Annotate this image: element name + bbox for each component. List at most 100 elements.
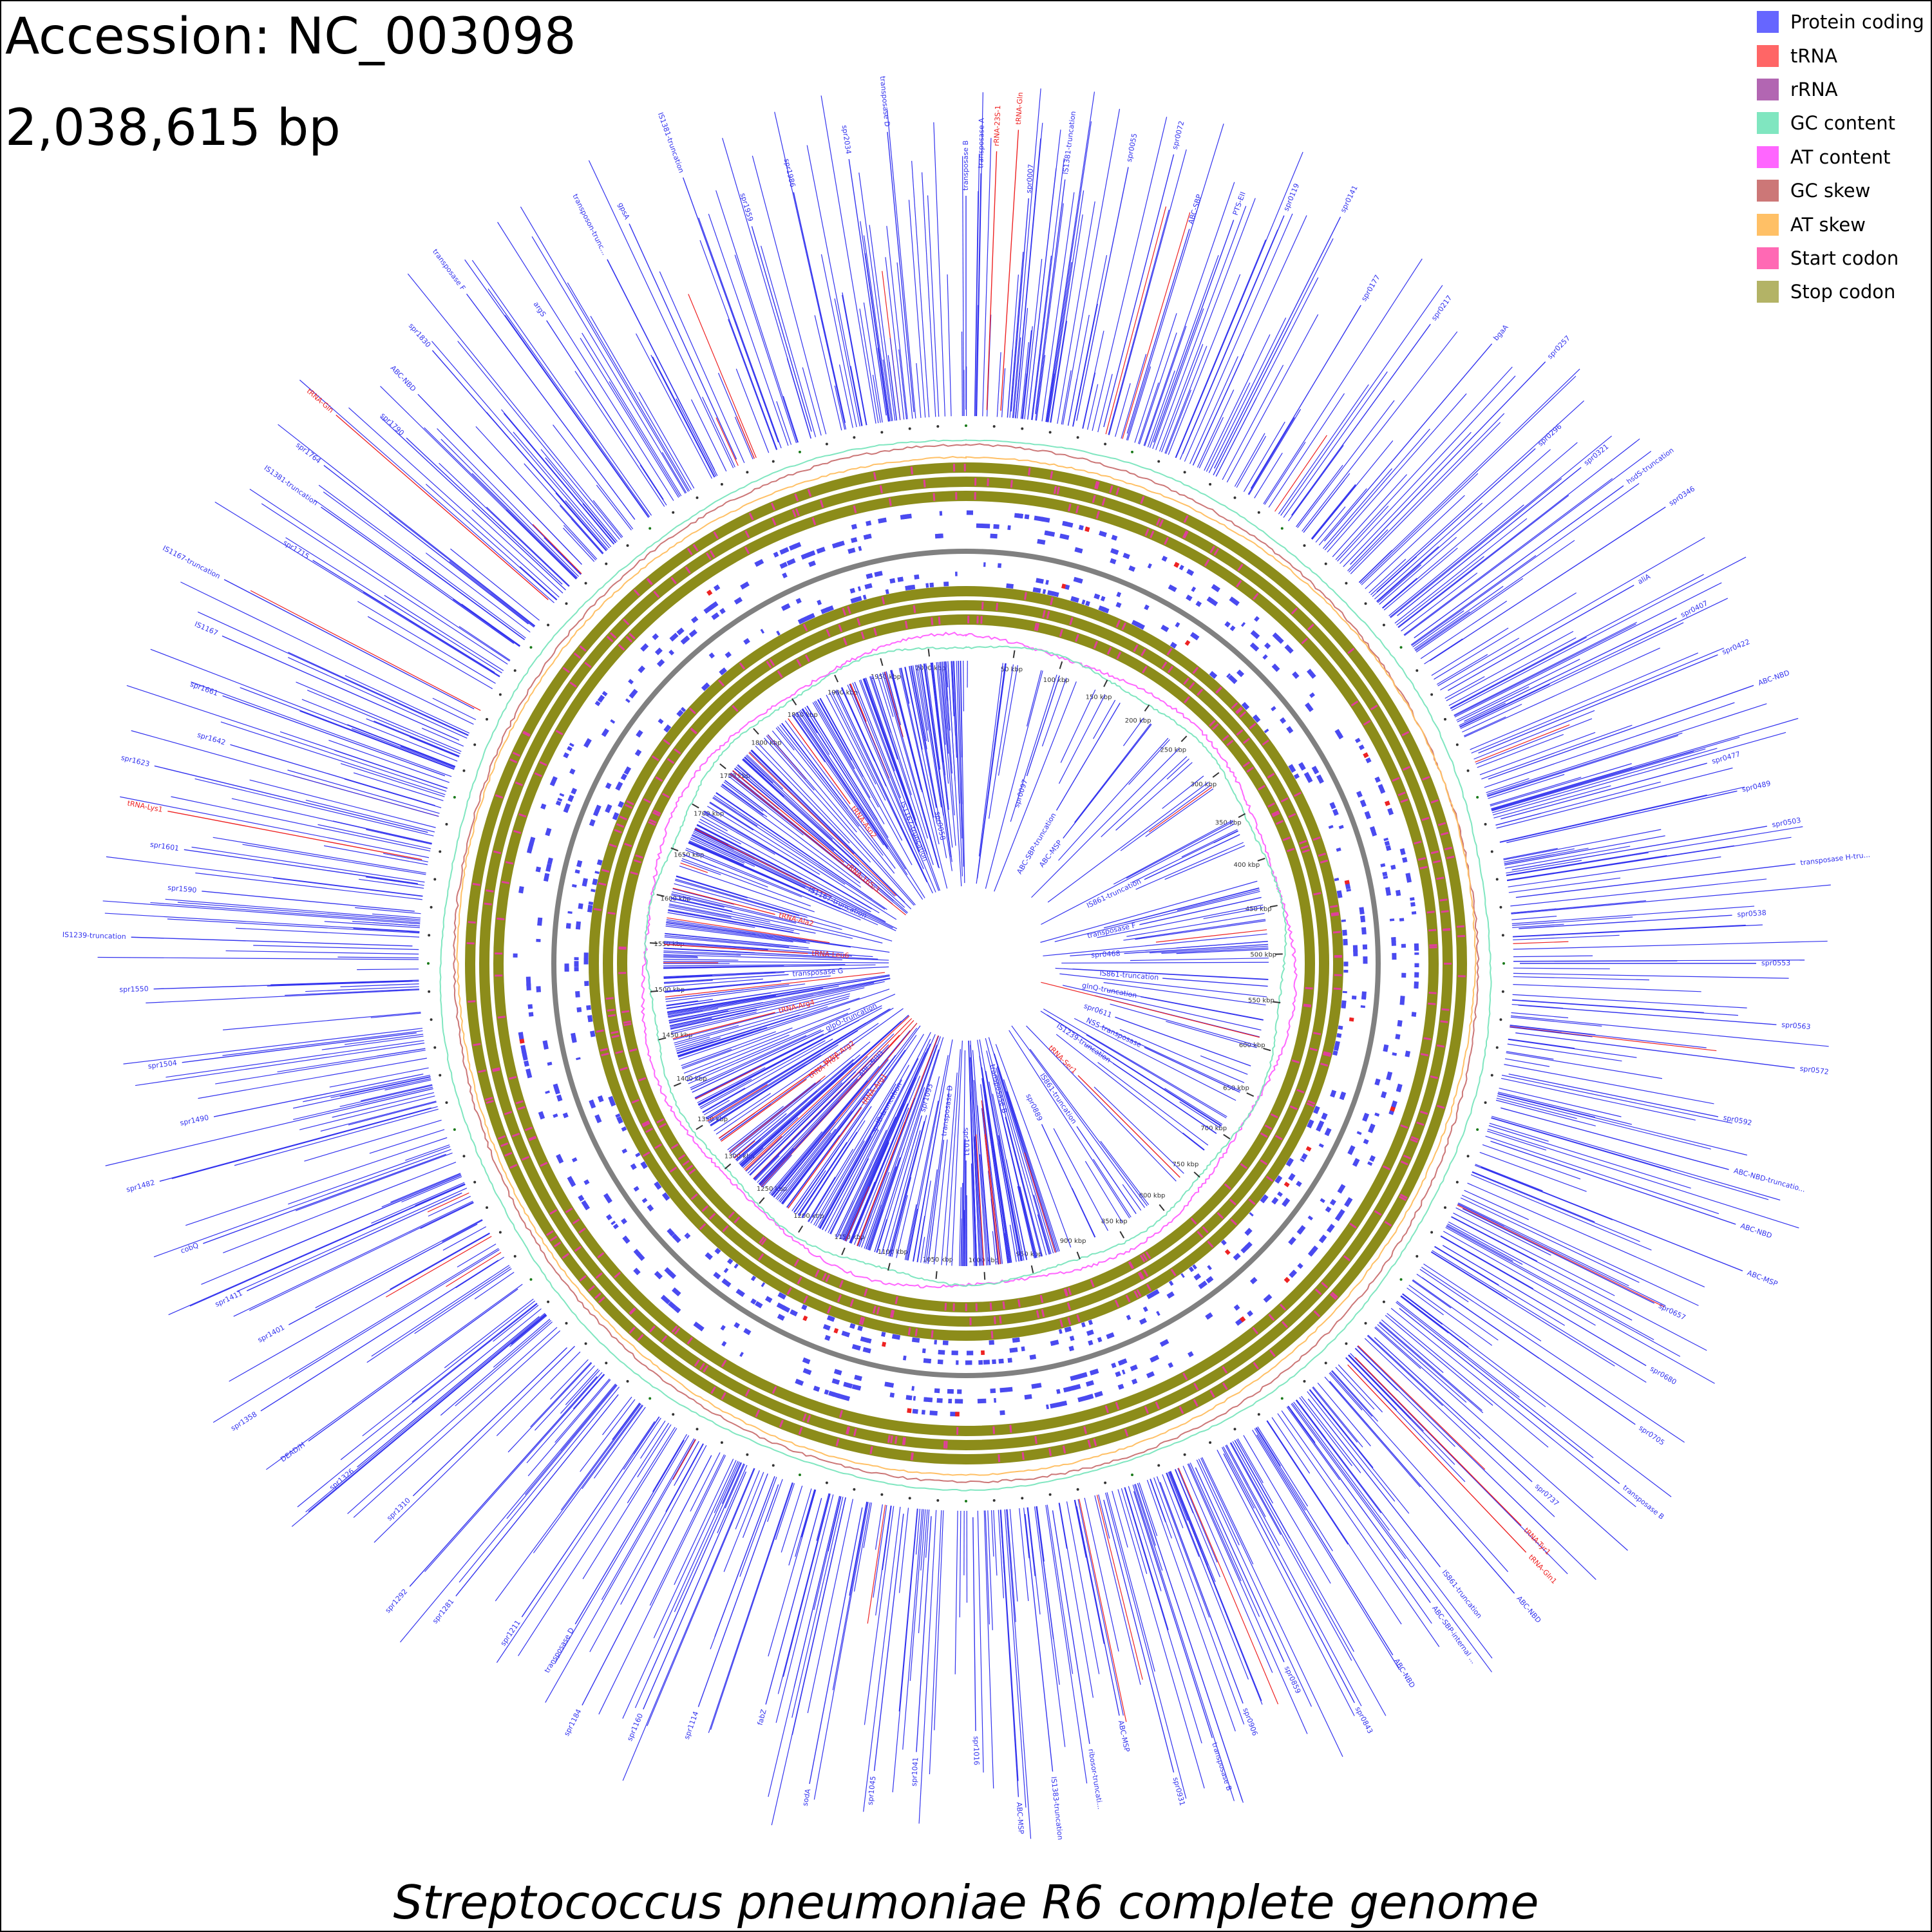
inner-gene-leader — [667, 987, 824, 1016]
gene-feature — [1045, 580, 1049, 585]
start-codon-mark — [748, 512, 754, 520]
outer-gene-label: spr0563 — [1781, 1021, 1811, 1031]
gene-feature — [1233, 1304, 1240, 1311]
outer-label-leader — [1000, 1516, 1019, 1797]
gene-feature — [1031, 1383, 1036, 1389]
inner-gene-leader — [668, 909, 793, 933]
outer-gene-leader — [652, 356, 715, 478]
outer-gene-leader — [563, 525, 596, 561]
outer-gene-leader — [1510, 1025, 1707, 1048]
scale-label: 1700 kbp — [694, 811, 724, 818]
start-codon-mark — [682, 1160, 690, 1166]
inner-gene-label: spr1031 — [962, 1128, 971, 1157]
outer-gene-leader — [1066, 1501, 1100, 1674]
start-codon-mark — [1440, 1020, 1448, 1023]
gene-feature — [1274, 1175, 1283, 1184]
gene-feature — [760, 629, 765, 634]
inner-gene-leader — [800, 710, 830, 755]
inner-gene-leader — [670, 1009, 757, 1029]
start-codon-mark — [518, 813, 527, 818]
gene-feature — [1356, 791, 1363, 798]
outer-gene-label: ribosor-truncati... — [1086, 1748, 1104, 1810]
inner-gene-leader — [858, 679, 940, 891]
inner-gene-leader — [675, 1036, 710, 1048]
start-codon-mark — [1109, 485, 1113, 493]
inner-gene-leader — [743, 758, 860, 866]
start-codon-mark — [522, 730, 531, 736]
outer-gene-leader — [1349, 413, 1505, 573]
inner-gene-leader — [933, 1139, 948, 1265]
outer-gene-leader — [1166, 1472, 1200, 1557]
outer-label-leader — [682, 177, 779, 443]
gene-feature — [921, 1410, 925, 1415]
gene-feature — [1374, 1078, 1381, 1086]
outer-label-leader — [1501, 762, 1707, 820]
gene-feature — [1338, 1209, 1345, 1217]
outer-gene-leader — [1400, 1296, 1546, 1408]
gene-feature — [795, 1378, 801, 1385]
outer-gene-leader — [409, 736, 459, 758]
start-codon-mark — [779, 1419, 784, 1428]
outer-gene-leader — [1481, 724, 1633, 780]
gene-feature — [1117, 1383, 1124, 1390]
outer-gene-leader — [554, 1435, 690, 1664]
inner-gene-leader — [757, 1044, 889, 1183]
start-codon-mark — [1419, 1110, 1428, 1115]
outer-gene-leader — [1077, 1499, 1124, 1716]
legend-swatch — [1757, 11, 1779, 33]
start-codon-mark — [713, 531, 719, 539]
outer-scale-dot — [992, 1499, 996, 1502]
outer-gene-label: spr1045 — [866, 1776, 878, 1805]
legend-item-gc-content: GC content — [1757, 106, 1928, 140]
gene-feature — [1111, 535, 1118, 541]
inner-gene-leader — [980, 1084, 1003, 1264]
outer-scale-dot — [1076, 1488, 1079, 1491]
outer-gene-leader — [357, 1088, 433, 1107]
gene-feature — [1198, 1280, 1208, 1289]
inner-gene-leader — [721, 784, 764, 816]
inner-gene-label: spr0468 — [1091, 949, 1121, 960]
gene-feature — [635, 1152, 641, 1158]
inner-gene-leader — [808, 1148, 854, 1222]
outer-gene-leader — [834, 298, 860, 427]
inner-gene-leader — [1097, 1062, 1209, 1146]
gene-feature — [676, 709, 684, 717]
outer-gene-leader — [620, 1445, 707, 1605]
start-codon-mark — [643, 798, 651, 804]
gene-feature — [1070, 596, 1079, 603]
inner-gene-leader — [695, 828, 729, 846]
inner-gene-leader — [1005, 1159, 1028, 1260]
outer-gene-leader — [820, 95, 876, 424]
outer-gene-leader — [493, 1305, 539, 1342]
start-codon-mark — [1067, 1287, 1072, 1296]
inner-gene-leader — [918, 664, 942, 808]
gene-feature — [1249, 642, 1260, 652]
start-codon-mark — [687, 547, 693, 556]
outer-gene-leader — [1105, 206, 1167, 435]
outer-gene-leader — [1512, 923, 1564, 929]
outer-scale-dot — [626, 1379, 629, 1383]
outer-label-leader — [1035, 179, 1066, 414]
gene-feature — [1309, 1119, 1314, 1124]
outer-label-leader — [223, 579, 475, 710]
gene-feature — [1111, 1362, 1117, 1368]
rna-feature — [1239, 1316, 1246, 1323]
start-codon-mark — [670, 1143, 679, 1150]
outer-gene-leader — [1012, 88, 1041, 419]
start-codon-mark — [688, 1168, 696, 1175]
start-codon-mark — [907, 1327, 911, 1336]
gene-feature — [1368, 1124, 1376, 1133]
outer-gene-leader — [1456, 658, 1580, 721]
outer-label-leader — [230, 744, 435, 806]
gene-feature — [618, 800, 625, 808]
outer-scale-dot — [1443, 717, 1446, 721]
start-codon-mark — [1446, 855, 1455, 860]
inner-gene-leader — [778, 1128, 837, 1202]
gene-feature — [1244, 1227, 1253, 1236]
gene-feature — [567, 746, 573, 752]
outer-gene-leader — [1024, 259, 1043, 419]
start-codon-mark — [772, 517, 777, 526]
start-codon-mark — [1399, 1195, 1407, 1202]
inner-gene-leader — [1005, 1128, 1037, 1258]
inner-gene-leader — [668, 1008, 719, 1018]
